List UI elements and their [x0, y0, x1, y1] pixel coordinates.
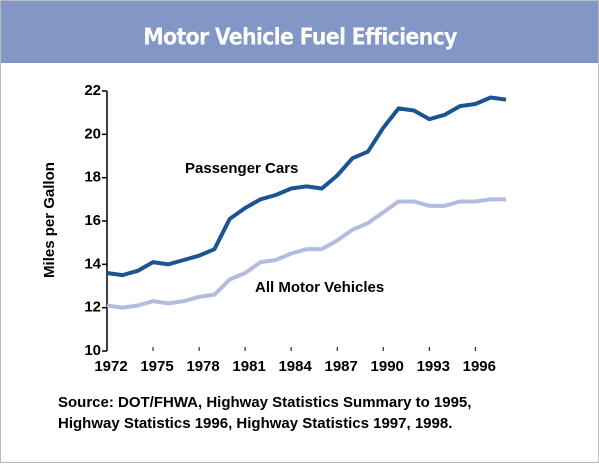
y-tick-label: 14 [84, 255, 101, 272]
x-tick-label: 1993 [417, 358, 450, 375]
header [1, 1, 598, 63]
y-tick-label: 22 [84, 82, 101, 99]
x-tick-label: 1990 [371, 358, 404, 375]
x-tick-label: 1978 [186, 358, 219, 375]
data-line [106, 197, 506, 310]
source-text: Highway Statistics 1996, Highway Statist… [58, 415, 452, 432]
x-tick-label: 1984 [278, 358, 312, 375]
x-tick-label: 1972 [94, 358, 127, 375]
annotation: Passenger Cars [185, 160, 298, 177]
x-tick-label: 1996 [463, 358, 496, 375]
x-tick-label: 1987 [325, 358, 358, 375]
y-tick-label: 10 [84, 342, 101, 359]
chart-title: Motor Vehicle Fuel Efficiency [143, 25, 458, 51]
source-text: Source: DOT/FHWA, Highway Statistics Sum… [58, 394, 471, 411]
y-tick-label: 18 [84, 169, 101, 186]
y-tick-label: 16 [84, 212, 101, 229]
annotation: All Motor Vehicles [255, 279, 384, 296]
y-axis-label: Miles per Gallon [41, 162, 58, 278]
x-tick-label: 1981 [232, 358, 265, 375]
data-line [106, 95, 507, 278]
y-tick-label: 20 [84, 125, 101, 142]
y-tick-label: 12 [84, 299, 101, 316]
x-tick-label: 1975 [140, 358, 173, 375]
